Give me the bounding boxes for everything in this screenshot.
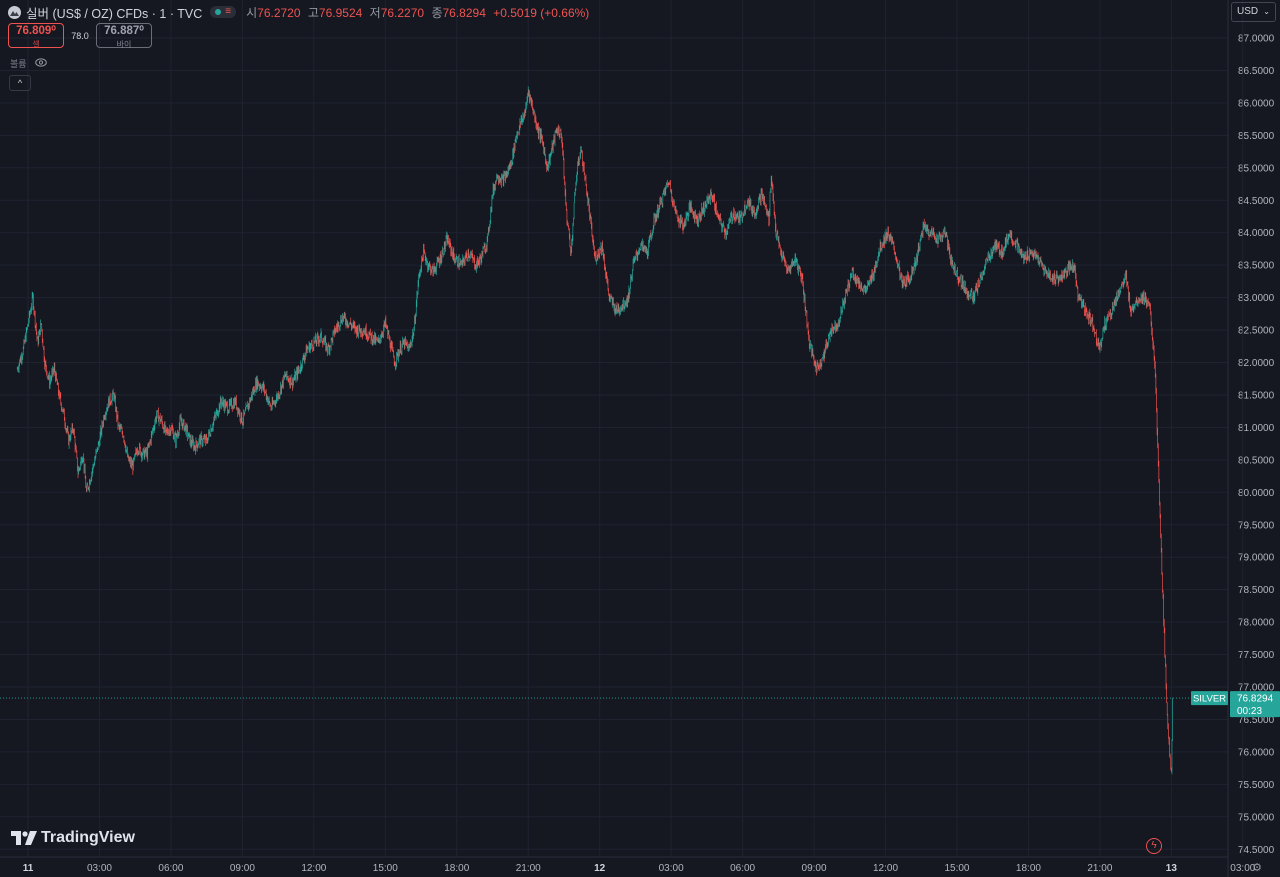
spread-value: 78.0: [71, 30, 89, 41]
y-tick-label: 82.0000: [1238, 358, 1275, 369]
y-tick-label: 86.5000: [1238, 66, 1275, 77]
x-tick-label: 09:00: [230, 863, 255, 874]
silver-symbol-icon: [8, 5, 21, 19]
trade-panel: 76.809⁰ 셀 78.0 76.887⁰ 바이: [8, 23, 152, 49]
collapse-legend-button[interactable]: ^: [9, 75, 31, 91]
candles: [16, 86, 1173, 775]
close-label: 종: [431, 5, 443, 20]
y-tick-label: 81.5000: [1238, 390, 1275, 401]
tradingview-logo: TradingView: [11, 829, 135, 847]
tradingview-mark-icon: [11, 831, 37, 845]
y-tick-label: 85.5000: [1238, 131, 1275, 142]
low-value: 76.2270: [380, 5, 425, 20]
y-tick-label: 79.0000: [1238, 553, 1275, 564]
y-tick-label: 78.0000: [1238, 618, 1275, 629]
x-tick-label: 21:00: [1087, 863, 1112, 874]
y-tick-label: 84.5000: [1238, 196, 1275, 207]
x-tick-label: 15:00: [944, 863, 969, 874]
y-tick-label: 84.0000: [1238, 228, 1275, 239]
x-tick-label: 09:00: [802, 863, 827, 874]
market-status[interactable]: ≡: [210, 6, 237, 18]
low-label: 저: [369, 5, 381, 20]
currency-label: USD: [1237, 6, 1259, 17]
x-tick-label: 03:00: [1230, 863, 1255, 874]
y-tick-label: 77.5000: [1238, 650, 1275, 661]
y-tick-label: 76.0000: [1238, 747, 1275, 758]
x-tick-label: 13: [1166, 863, 1178, 874]
y-tick-label: 85.0000: [1238, 163, 1275, 174]
x-tick-label: 12:00: [873, 863, 898, 874]
lightning-icon[interactable]: ϟ: [1146, 838, 1162, 854]
change-value: +0.5019 (+0.66%): [493, 5, 590, 20]
x-tick-label: 03:00: [659, 863, 684, 874]
x-tick-label: 11: [23, 863, 34, 874]
ohlc-values: 시76.2720 고76.9524 저76.2270 종76.8294 +0.5…: [242, 4, 589, 21]
x-tick-label: 15:00: [373, 863, 398, 874]
x-tick-label: 06:00: [158, 863, 183, 874]
high-value: 76.9524: [318, 5, 363, 20]
chevron-up-icon: ^: [17, 78, 23, 88]
last-price-badge: [1230, 691, 1280, 718]
last-price-label: 76.8294: [1237, 694, 1274, 705]
buy-price: 76.887⁰: [104, 25, 144, 37]
open-label: 시: [246, 5, 258, 20]
y-tick-label: 83.5000: [1238, 261, 1275, 272]
gear-icon[interactable]: ⚙: [1252, 862, 1262, 874]
chevron-down-icon: ⌄: [1263, 7, 1270, 16]
y-tick-label: 78.5000: [1238, 585, 1275, 596]
x-tick-label: 12:00: [301, 863, 326, 874]
currency-select[interactable]: ⌄ USD: [1231, 2, 1276, 22]
y-tick-label: 75.0000: [1238, 812, 1275, 823]
close-value: 76.8294: [442, 5, 486, 20]
y-tick-label: 75.5000: [1238, 780, 1275, 791]
sell-label: 셀: [32, 40, 40, 49]
market-open-dot-icon: [215, 9, 222, 15]
y-tick-label: 81.0000: [1238, 423, 1275, 434]
high-label: 고: [307, 5, 319, 20]
symbol-badge: [1191, 691, 1228, 706]
y-tick-label: 82.5000: [1238, 326, 1275, 337]
buy-button[interactable]: 76.887⁰ 바이: [96, 23, 152, 49]
buy-label: 바이: [116, 40, 132, 49]
symbol-title[interactable]: 실버 (US$ / OZ) CFDs · 1 · TVC: [26, 6, 203, 21]
x-tick-label: 12: [594, 863, 606, 874]
open-value: 76.2720: [257, 5, 301, 20]
menu-lines-icon: ≡: [225, 6, 232, 17]
y-tick-label: 80.0000: [1238, 488, 1275, 499]
x-tick-label: 21:00: [516, 863, 541, 874]
volume-legend: 볼륨: [10, 57, 47, 70]
y-tick-label: 77.0000: [1238, 683, 1275, 694]
y-tick-label: 80.5000: [1238, 455, 1275, 466]
brand-name: TradingView: [41, 829, 135, 846]
x-tick-label: 06:00: [730, 863, 755, 874]
y-tick-label: 79.5000: [1238, 520, 1275, 531]
x-tick-label: 03:00: [87, 863, 112, 874]
y-tick-label: 74.5000: [1238, 845, 1275, 856]
volume-label: 볼륨: [10, 59, 27, 69]
chart-header: 실버 (US$ / OZ) CFDs · 1 · TVC ≡ 시76.2720 …: [8, 4, 589, 21]
symbol-badge-label: SILVER: [1193, 694, 1226, 705]
x-tick-label: 18:00: [444, 863, 469, 874]
y-tick-label: 87.0000: [1238, 34, 1275, 45]
y-tick-label: 86.0000: [1238, 98, 1275, 109]
x-tick-label: 18:00: [1016, 863, 1041, 874]
sell-button[interactable]: 76.809⁰ 셀: [8, 23, 64, 49]
eye-icon[interactable]: [34, 58, 47, 69]
y-tick-label: 76.5000: [1238, 715, 1275, 726]
countdown-label: 00:23: [1237, 706, 1262, 717]
y-tick-label: 83.0000: [1238, 293, 1275, 304]
sell-price: 76.809⁰: [16, 25, 56, 37]
